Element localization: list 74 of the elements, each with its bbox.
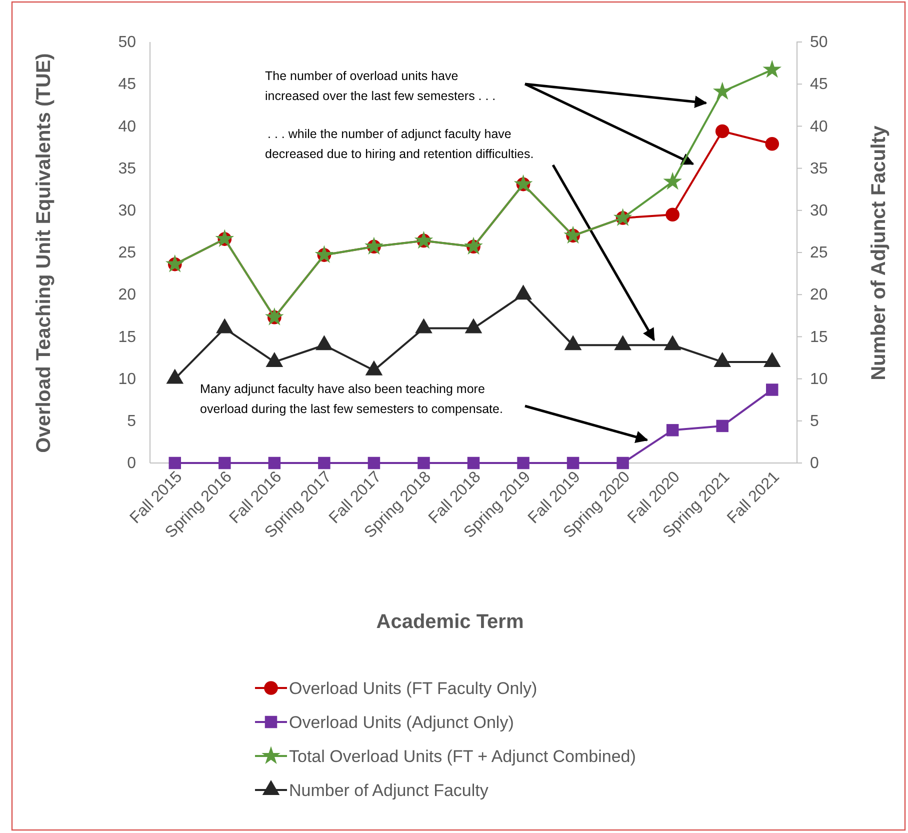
point (365, 360, 383, 376)
point (666, 208, 680, 222)
point (762, 60, 782, 78)
y2-tick-label: 50 (810, 34, 828, 52)
annotation: . . . while the number of adjunct faculty have decreased due to hiring and retention difficulties. (265, 127, 534, 161)
y-tick-label: 20 (118, 286, 136, 304)
y-tick-label: 0 (127, 455, 136, 472)
point (265, 307, 284, 326)
point (218, 456, 231, 470)
y2-tick-label: 35 (810, 160, 828, 178)
y2-tick-label: 40 (810, 118, 828, 136)
y-tick-label: 40 (118, 118, 136, 136)
point (316, 335, 333, 350)
point (616, 456, 629, 470)
point (216, 318, 234, 334)
point (514, 284, 532, 300)
point (414, 230, 434, 249)
y-tick-label: 5 (127, 413, 136, 430)
legend-label: Total Overload Units (FT + Adjunct Combined) (289, 747, 636, 766)
y2-tick-label: 30 (810, 202, 828, 220)
point (514, 174, 533, 192)
y2-tick-label: 0 (810, 455, 819, 472)
y2-tick-label: 5 (810, 413, 819, 430)
point (215, 229, 234, 248)
y-tick-label: 10 (118, 370, 136, 388)
point (415, 318, 432, 334)
point (418, 456, 430, 470)
point (666, 424, 679, 436)
point (613, 208, 632, 226)
y-tick-label: 50 (118, 34, 136, 52)
x-axis-title: Academic Term (376, 611, 524, 633)
point (314, 245, 334, 264)
point (765, 136, 780, 151)
annotation: The number of overload units have increased over the last few semesters . . . (265, 69, 496, 103)
point (715, 124, 730, 138)
point (663, 172, 682, 190)
point (166, 368, 184, 384)
point (716, 420, 728, 432)
y-tick-label: 30 (118, 202, 136, 220)
point (318, 456, 330, 470)
legend-label: Overload Units (Adjunct Only) (289, 713, 514, 732)
point (266, 352, 284, 367)
y-tick-label: 35 (118, 160, 136, 178)
y-tick-label: 15 (118, 328, 136, 346)
point (517, 456, 530, 470)
point (614, 335, 632, 350)
point (464, 236, 483, 255)
point (566, 456, 580, 470)
point (766, 384, 778, 396)
point (714, 352, 732, 367)
legend-label: Overload Units (FT Faculty Only) (289, 679, 538, 698)
y-tick-label: 25 (118, 244, 136, 262)
point (467, 456, 480, 470)
point (712, 82, 732, 100)
point (464, 318, 482, 334)
y2-tick-label: 10 (810, 370, 828, 388)
point (664, 335, 682, 350)
legend-label: Number of Adjunct Faculty (289, 781, 489, 800)
y2-tick-label: 20 (810, 286, 828, 304)
y2-tick-label: 25 (810, 244, 828, 262)
point (564, 335, 582, 350)
point (763, 352, 781, 367)
point (364, 236, 384, 255)
y2-tick-label: 15 (810, 328, 828, 346)
point (165, 254, 184, 272)
y-axis-title: Overload Teaching Unit Equivalents (TUE) (33, 53, 55, 453)
point (368, 456, 380, 470)
point (268, 456, 281, 470)
y2-tick-label: 45 (810, 76, 828, 94)
annotation: Many adjunct faculty have also been teaching more overload during the last few semesters to compensate. (200, 382, 503, 416)
point (168, 456, 182, 470)
y-tick-label: 45 (118, 76, 136, 94)
y2-axis-title: Number of Adjunct Faculty (868, 124, 890, 380)
point (564, 226, 582, 244)
